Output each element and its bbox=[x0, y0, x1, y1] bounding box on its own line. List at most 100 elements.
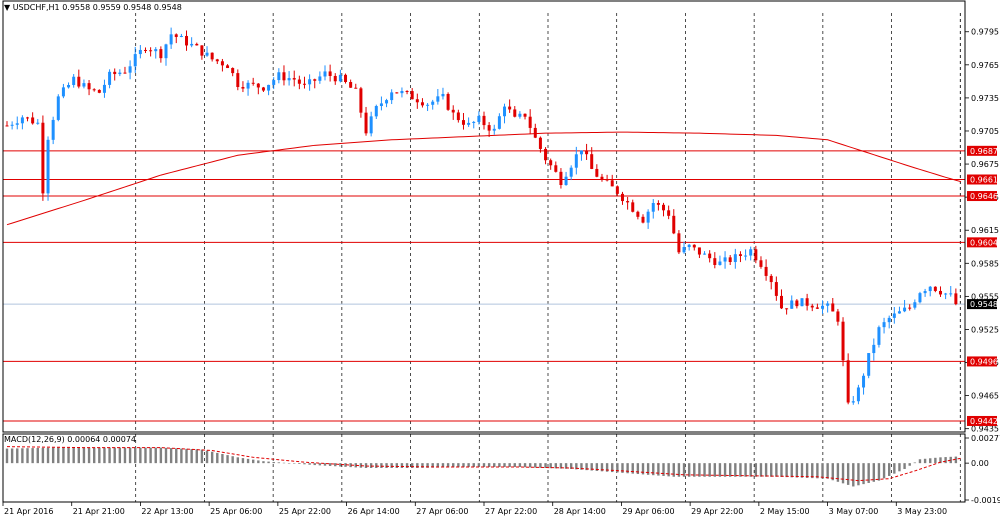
candle-body bbox=[954, 293, 958, 305]
candle-body bbox=[626, 201, 630, 203]
macd-bar bbox=[103, 447, 106, 464]
macd-bar bbox=[913, 462, 917, 464]
chart-title: ▼ USDCHF,H1 0.9558 0.9559 0.9548 0.9548 bbox=[4, 3, 182, 12]
ma-line bbox=[6, 131, 962, 226]
candle-body bbox=[718, 261, 722, 265]
time-label: 26 Apr 14:00 bbox=[348, 507, 400, 516]
macd-bar bbox=[323, 463, 327, 466]
macd-panel bbox=[5, 446, 962, 487]
macd-bar bbox=[626, 463, 629, 474]
candle-body bbox=[574, 154, 578, 168]
macd-bar bbox=[241, 458, 245, 464]
candle-body bbox=[323, 71, 327, 77]
candle-body bbox=[605, 179, 609, 181]
macd-bar bbox=[693, 463, 696, 477]
candle-body bbox=[87, 83, 91, 90]
macd-bar bbox=[457, 463, 460, 468]
macd-bar bbox=[108, 447, 111, 464]
macd-bar bbox=[770, 463, 773, 477]
level-label-text: 0.9646 bbox=[970, 192, 998, 201]
candle-body bbox=[687, 244, 691, 248]
candle-body bbox=[795, 300, 799, 307]
candle-body bbox=[236, 73, 240, 88]
macd-bar bbox=[446, 463, 450, 468]
candle-body bbox=[456, 112, 460, 121]
candle-body bbox=[67, 84, 71, 88]
candle-body bbox=[836, 311, 840, 322]
macd-bar bbox=[226, 455, 229, 464]
macd-bar bbox=[867, 463, 870, 483]
macd-bar bbox=[877, 463, 881, 481]
macd-bar bbox=[287, 463, 291, 464]
main-frame bbox=[2, 0, 966, 433]
macd-bar bbox=[821, 463, 824, 479]
macd-bar bbox=[718, 463, 722, 477]
macd-bar bbox=[205, 450, 209, 464]
macd-bar bbox=[775, 463, 778, 477]
symbol-label: USDCHF,H1 bbox=[12, 3, 60, 12]
price-tick-label: 0.9735 bbox=[971, 94, 999, 103]
candle-body bbox=[77, 76, 81, 87]
macd-bar bbox=[31, 448, 34, 464]
candle-body bbox=[395, 92, 399, 94]
macd-bar bbox=[195, 449, 198, 464]
macd-bar bbox=[759, 463, 763, 477]
candle-body bbox=[821, 305, 825, 309]
time-label: 21 Apr 21:00 bbox=[73, 507, 125, 516]
macd-bar bbox=[949, 456, 952, 464]
candle-body bbox=[292, 78, 296, 80]
macd-bar bbox=[26, 448, 29, 464]
candle-body bbox=[733, 254, 737, 263]
macd-bar bbox=[785, 463, 788, 478]
level-label-box bbox=[967, 174, 997, 185]
candle-body bbox=[349, 82, 353, 88]
dropdown-icon[interactable]: ▼ bbox=[4, 3, 11, 12]
macd-bar bbox=[713, 463, 717, 477]
candle-body bbox=[841, 321, 845, 361]
macd-bar bbox=[123, 447, 127, 464]
time-label: 2 May 15:00 bbox=[760, 507, 810, 516]
level-label-box bbox=[967, 191, 997, 202]
macd-bar bbox=[708, 463, 711, 477]
macd-bar bbox=[303, 463, 306, 465]
current-price-box bbox=[967, 299, 997, 310]
level-label-box bbox=[967, 237, 997, 248]
candle-body bbox=[385, 100, 389, 104]
macd-bar bbox=[175, 448, 178, 464]
candle-body bbox=[41, 122, 45, 194]
candle-body bbox=[856, 387, 860, 402]
macd-bar bbox=[534, 463, 537, 468]
candle-body bbox=[544, 148, 548, 161]
candle-body bbox=[36, 122, 40, 124]
candle-body bbox=[97, 89, 101, 93]
macd-bar bbox=[328, 463, 332, 466]
macd-bar bbox=[98, 447, 101, 464]
macd-bar bbox=[477, 463, 481, 468]
macd-bar bbox=[893, 463, 896, 474]
macd-bar bbox=[441, 463, 445, 468]
macd-bar bbox=[795, 463, 799, 478]
macd-bar bbox=[682, 463, 686, 477]
candle-body bbox=[149, 50, 153, 52]
ohlc-high: 0.9559 bbox=[92, 3, 121, 12]
candle-body bbox=[903, 307, 907, 312]
candle-body bbox=[764, 266, 768, 276]
time-label: 3 May 23:00 bbox=[897, 507, 947, 516]
macd-bar bbox=[16, 448, 19, 464]
macd-bar bbox=[662, 463, 665, 476]
time-label: 28 Apr 14:00 bbox=[554, 507, 606, 516]
macd-bar bbox=[354, 463, 357, 468]
candle-body bbox=[190, 43, 194, 46]
macd-bar bbox=[605, 463, 609, 472]
macd-bar bbox=[939, 457, 942, 464]
macd-bar bbox=[67, 447, 70, 464]
macd-bar bbox=[677, 463, 681, 477]
candle-body bbox=[800, 298, 804, 307]
candle-body bbox=[636, 211, 640, 217]
macd-title: MACD(12,26,9) 0.00064 0.00074 bbox=[4, 435, 137, 444]
candle-body bbox=[56, 96, 60, 120]
time-axis: 21 Apr 2016 21 Apr 21:00 22 Apr 13:00 25 Ap… bbox=[2, 502, 947, 516]
macd-bar bbox=[144, 447, 147, 464]
macd-bar bbox=[852, 463, 855, 487]
macd-bar bbox=[149, 447, 152, 464]
